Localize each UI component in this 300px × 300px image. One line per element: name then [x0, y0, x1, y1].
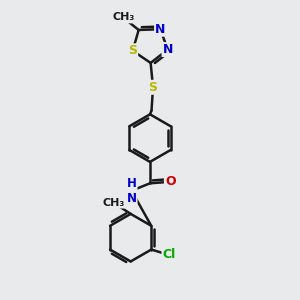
Text: H
N: H N — [127, 177, 136, 205]
Text: Cl: Cl — [163, 248, 176, 261]
Text: S: S — [128, 44, 137, 57]
Text: N: N — [155, 23, 166, 36]
Text: O: O — [165, 175, 175, 188]
Text: CH₃: CH₃ — [102, 198, 124, 208]
Text: N: N — [163, 43, 173, 56]
Text: CH₃: CH₃ — [112, 13, 134, 22]
Text: S: S — [148, 81, 158, 94]
